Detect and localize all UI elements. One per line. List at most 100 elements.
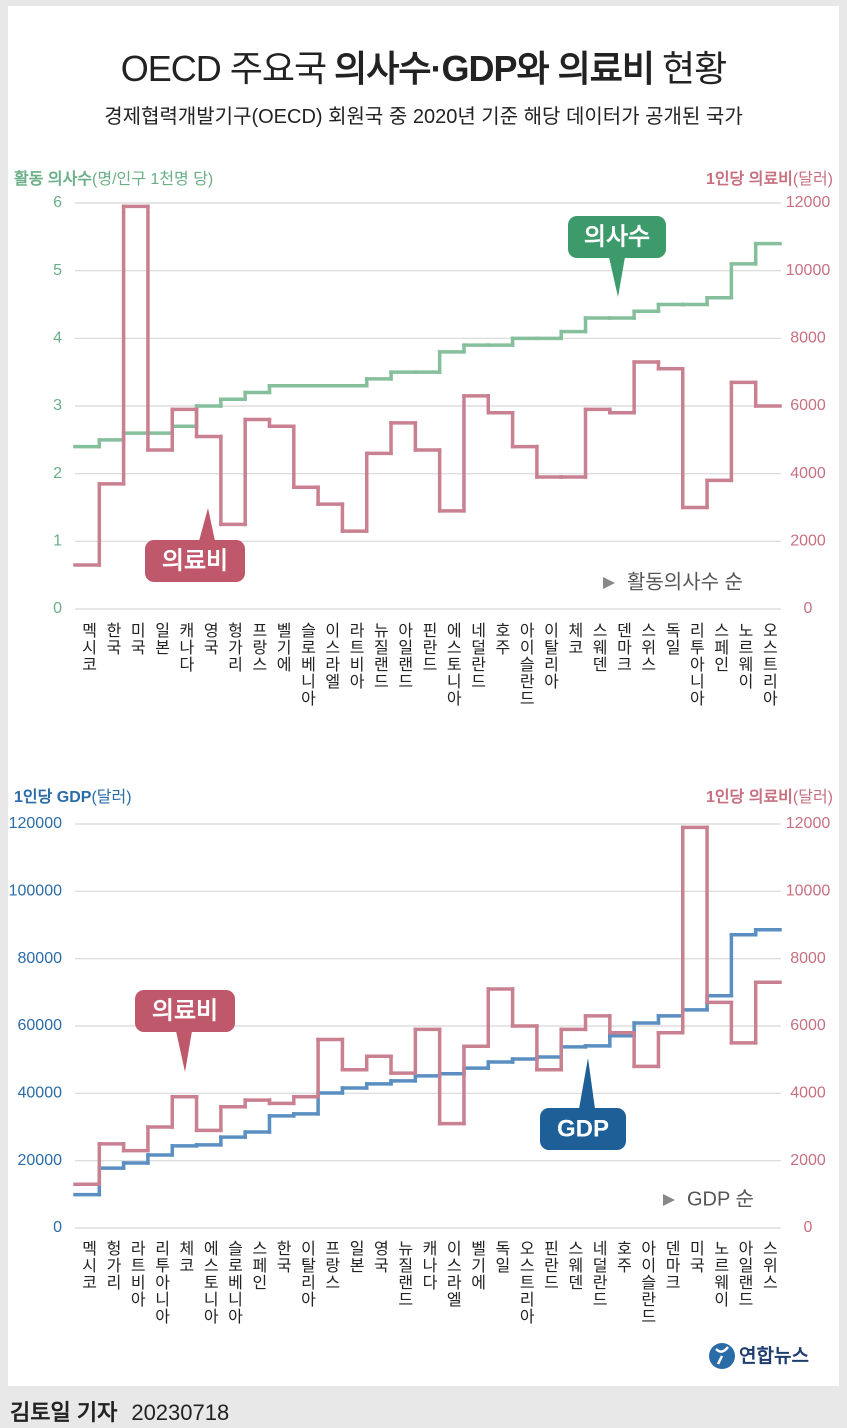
title: OECD 주요국 의사수·GDP와 의료비 현황: [0, 40, 847, 92]
x-tick-label: 뉴질랜드: [370, 622, 388, 690]
series-tag: 의료비: [162, 547, 228, 574]
x-tick-label: 독일: [662, 622, 680, 656]
x-tick-label: 프랑스: [249, 622, 267, 673]
y2-tick-label: 8000: [790, 950, 826, 967]
callout-pointer: [579, 1058, 595, 1109]
sort-arrow-head: [663, 1194, 675, 1206]
callout-pointer: [176, 1031, 192, 1072]
y-tick-label: 0: [53, 600, 62, 617]
x-tick-label: 호주: [492, 622, 510, 656]
title-part: 현황: [661, 48, 727, 89]
y2-axis-label-main: 1인당 의료비: [706, 788, 793, 806]
y-axis-label-main: 1인당 GDP: [14, 788, 92, 806]
footer: 김토일 기자 20230718: [10, 1395, 229, 1427]
y-tick-label: 1: [53, 533, 62, 550]
x-tick-label: 체코: [176, 1240, 194, 1274]
y-tick-label: 60000: [18, 1017, 63, 1034]
x-tick-label: 이스라엘: [322, 622, 340, 690]
y-tick-label: 40000: [18, 1085, 63, 1102]
x-tick-label: 프랑스: [322, 1240, 340, 1291]
x-tick-label: 덴마크: [662, 1240, 680, 1291]
x-tick-label: 네덜란드: [468, 622, 486, 690]
x-tick-label: 덴마크: [613, 622, 631, 673]
y2-tick-label: 10000: [786, 883, 831, 900]
x-tick-label: 이스라엘: [443, 1240, 461, 1308]
y2-tick-label: 2000: [790, 1152, 826, 1169]
x-tick-label: 한국: [273, 1240, 291, 1274]
title-part: OECD 주요국: [120, 48, 327, 89]
x-tick-label: 아이슬란드: [638, 1240, 656, 1325]
x-tick-label: 오스트리아: [759, 622, 777, 707]
y2-axis-label: 1인당 의료비(달러): [706, 170, 833, 188]
y-tick-label: 6: [53, 194, 62, 211]
x-tick-label: 스페인: [249, 1240, 267, 1291]
x-tick-label: 오스트리아: [516, 1240, 534, 1325]
subtitle: 경제협력개발기구(OECD) 회원국 중 2020년 기준 해당 데이터가 공개…: [104, 106, 743, 128]
x-tick-label: 미국: [686, 1240, 704, 1274]
series-tag: 의사수: [584, 223, 650, 250]
y-tick-label: 4: [53, 330, 62, 347]
x-tick-label: 아일랜드: [735, 1240, 753, 1308]
x-tick-label: 스웨덴: [589, 622, 607, 673]
y2-tick-label: 0: [804, 600, 813, 617]
callout-box: [540, 1108, 626, 1150]
callout-pointer: [199, 508, 215, 541]
x-tick-label: 스페인: [711, 622, 729, 673]
x-tick-label: 이탈리아: [297, 1240, 314, 1308]
x-tick-label: 영국: [200, 622, 218, 656]
y2-tick-label: 8000: [790, 330, 826, 347]
x-tick-label: 영국: [370, 1240, 388, 1274]
sort-note: 활동의사수 순: [627, 570, 743, 593]
x-tick-label: 스웨덴: [565, 1240, 583, 1291]
y2-tick-label: 6000: [790, 397, 826, 414]
x-tick-label: 라트비아: [346, 622, 364, 690]
x-tick-label: 체코: [565, 622, 583, 656]
y-tick-label: 100000: [9, 883, 62, 900]
callout-box: [568, 216, 666, 258]
x-tick-label: 캐나다: [176, 622, 194, 673]
y2-axis-label-main: 1인당 의료비: [706, 170, 793, 188]
x-tick-label: 독일: [492, 1240, 510, 1274]
sort-arrow-head: [603, 577, 615, 589]
x-tick-label: 이탈리아: [541, 622, 558, 690]
y-tick-label: 2: [53, 465, 62, 482]
y2-axis-label: 1인당 의료비(달러): [706, 788, 833, 806]
x-tick-label: 슬로베니아: [297, 622, 315, 707]
title-part: 의사수·GDP와 의료비: [334, 48, 655, 89]
x-tick-label: 스위스: [638, 622, 656, 673]
byline: 김토일 기자: [10, 1400, 118, 1425]
x-tick-label: 핀란드: [419, 622, 437, 673]
callout-box: [135, 990, 235, 1032]
x-tick-label: 라트비아: [127, 1240, 145, 1308]
y-axis-label: 활동 의사수(명/인구 1천명 당): [14, 169, 213, 188]
date: 20230718: [131, 1400, 230, 1425]
callout-pointer: [609, 257, 625, 297]
y-tick-label: 3: [53, 397, 62, 414]
sort-note: GDP 순: [687, 1188, 754, 1210]
y2-tick-label: 10000: [786, 262, 831, 279]
y-axis-label: 1인당 GDP(달러): [14, 788, 132, 806]
x-tick-label: 호주: [613, 1240, 631, 1274]
x-tick-label: 아일랜드: [395, 622, 413, 690]
y-axis-label-main: 활동 의사수: [14, 169, 92, 188]
y-tick-label: 0: [53, 1219, 62, 1236]
y-axis-label-unit: (명/인구 1천명 당): [92, 170, 213, 188]
x-tick-label: 슬로베니아: [225, 1240, 243, 1325]
logo-icon: [715, 1346, 729, 1365]
y2-tick-label: 0: [804, 1219, 813, 1236]
series-tag: GDP: [557, 1115, 609, 1142]
x-tick-label: 리투아니아: [152, 1240, 170, 1325]
x-tick-label: 헝가리: [225, 622, 243, 673]
x-tick-label: 에스토니아: [443, 622, 461, 707]
x-tick-label: 미국: [127, 622, 145, 656]
callout-box: [145, 540, 245, 582]
x-tick-label: 캐나다: [419, 1240, 437, 1291]
x-tick-label: 네덜란드: [589, 1240, 607, 1308]
y-tick-label: 80000: [18, 950, 63, 967]
y2-axis-label-unit: (달러): [793, 788, 833, 806]
x-tick-label: 헝가리: [103, 1240, 121, 1291]
x-tick-label: 아이슬란드: [516, 622, 534, 707]
x-tick-label: 벨기에: [468, 1240, 486, 1291]
series-tag: 의료비: [152, 997, 218, 1024]
